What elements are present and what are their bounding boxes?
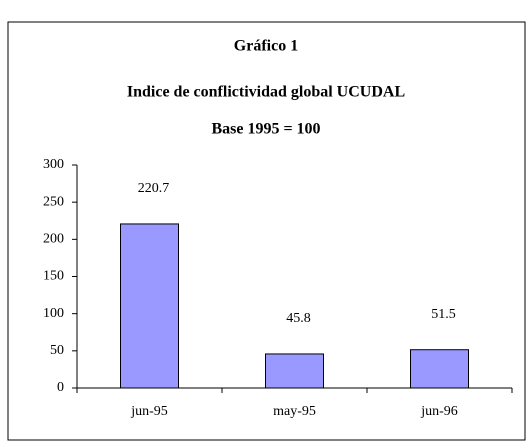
- bar: [265, 353, 324, 389]
- bar: [120, 223, 179, 389]
- y-tick-label: 250: [43, 194, 64, 209]
- x-tick-label: jun-96: [420, 404, 458, 419]
- y-tick-label: 200: [43, 232, 64, 247]
- chart-title: Indice de conflictividad global UCUDAL: [127, 84, 405, 101]
- value-label: 51.5: [431, 307, 456, 322]
- y-tick-label: 100: [43, 306, 64, 321]
- x-tick-label: jun-95: [130, 404, 168, 419]
- x-tick-label: may-95: [273, 404, 316, 419]
- bar: [410, 349, 469, 389]
- y-tick-label: 0: [57, 380, 64, 395]
- value-label: 45.8: [286, 311, 311, 326]
- chart-title: Gráfico 1: [234, 38, 298, 55]
- y-tick-label: 150: [43, 269, 64, 284]
- y-tick-label: 300: [43, 157, 64, 172]
- value-label: 220.7: [138, 181, 170, 196]
- chart-title: Base 1995 = 100: [211, 121, 320, 138]
- y-tick-label: 50: [50, 343, 64, 358]
